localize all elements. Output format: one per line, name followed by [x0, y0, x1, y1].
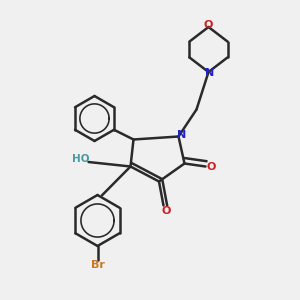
Text: N: N: [177, 130, 186, 140]
Text: HO: HO: [72, 154, 90, 164]
Text: Br: Br: [91, 260, 104, 270]
Text: O: O: [204, 20, 213, 30]
Text: N: N: [206, 68, 214, 78]
Text: O: O: [162, 206, 171, 216]
Text: O: O: [206, 161, 216, 172]
